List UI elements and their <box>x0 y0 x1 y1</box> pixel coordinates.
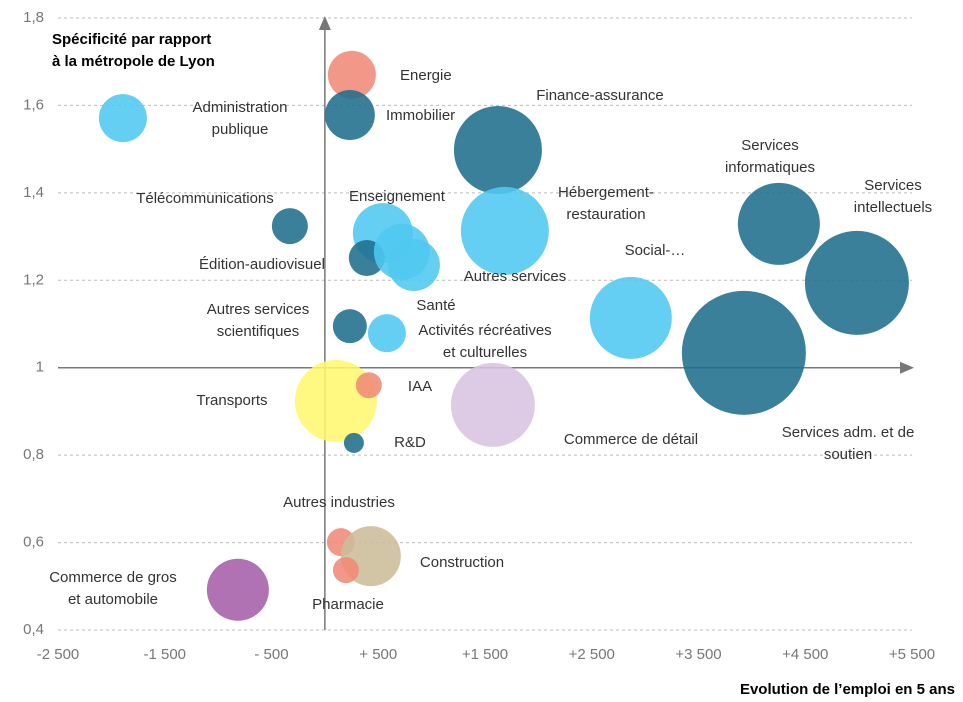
bubble-label: Commerce de gros et automobile <box>49 569 177 608</box>
bubble <box>681 290 806 415</box>
y-tick-label: 0,4 <box>23 621 44 638</box>
bubble-label: Santé <box>416 297 455 314</box>
x-tick-label: -1 500 <box>143 646 186 663</box>
bubble-label: Immobilier <box>386 107 455 124</box>
y-axis-title: Spécificité par rapport <box>52 31 211 48</box>
bubble <box>343 432 364 453</box>
bubble <box>460 186 549 275</box>
y-tick-label: 0,8 <box>23 446 44 463</box>
bubble <box>98 94 147 143</box>
y-tick-label: 1 <box>36 359 44 376</box>
bubble <box>589 276 672 359</box>
y-tick-label: 1,4 <box>23 184 44 201</box>
x-axis-arrow <box>900 361 914 374</box>
bubble <box>332 557 359 584</box>
bubble-label: Télécommunications <box>136 190 274 207</box>
bubble-label: Autres industries <box>283 494 395 511</box>
bubble-label: R&D <box>394 434 426 451</box>
bubble <box>327 50 376 99</box>
bubble-label: Construction <box>420 554 504 571</box>
bubble <box>324 90 375 141</box>
bubble-label: Édition-audiovisuel <box>199 256 325 273</box>
bubble-label: Activités récréatives et culturelles <box>418 322 551 361</box>
x-tick-label: +1 500 <box>462 646 508 663</box>
x-tick-label: +3 500 <box>675 646 721 663</box>
bubble-label: Enseignement <box>349 188 446 205</box>
y-tick-label: 0,6 <box>23 534 44 551</box>
bubble-label: Services intellectuels <box>854 177 932 216</box>
x-tick-label: + 500 <box>359 646 397 663</box>
bubble <box>387 238 440 291</box>
bubble <box>271 208 308 245</box>
bubble-label: Commerce de détail <box>564 431 698 448</box>
bubble <box>206 558 269 621</box>
y-axis-title: à la métropole de Lyon <box>52 53 215 70</box>
y-tick-label: 1,6 <box>23 96 44 113</box>
bubble-label: Hébergement-restauration <box>558 184 654 223</box>
bubble-label: Services informatiques <box>725 137 815 176</box>
y-tick-label: 1,8 <box>23 9 44 26</box>
bubble <box>804 230 909 335</box>
bubble <box>453 106 542 195</box>
bubble-label: Autres services scientifiques <box>207 301 310 340</box>
bubble-label: Finance-assurance <box>536 87 664 104</box>
bubble-label: Administration publique <box>192 99 287 138</box>
x-tick-label: - 500 <box>254 646 288 663</box>
x-tick-label: -2 500 <box>37 646 80 663</box>
bubble <box>332 309 367 344</box>
x-tick-label: +4 500 <box>782 646 828 663</box>
x-axis-title: Evolution de l’emploi en 5 ans <box>740 681 955 698</box>
bubble <box>355 372 382 399</box>
bubble-label: Pharmacie <box>312 596 384 613</box>
bubble-label: Services adm. et de soutien <box>782 424 915 463</box>
bubble <box>450 362 535 447</box>
bubble <box>294 359 377 442</box>
y-axis-arrow <box>318 16 331 30</box>
x-tick-label: +5 500 <box>889 646 935 663</box>
bubble-label: Autres services <box>464 268 567 285</box>
y-tick-label: 1,2 <box>23 271 44 288</box>
bubble-label: IAA <box>408 378 432 395</box>
bubble-label: Social-… <box>625 242 686 259</box>
bubble-label: Transports <box>196 392 267 409</box>
x-tick-label: +2 500 <box>569 646 615 663</box>
bubble <box>367 314 406 353</box>
bubble <box>737 182 820 265</box>
bubble-label: Energie <box>400 67 452 84</box>
